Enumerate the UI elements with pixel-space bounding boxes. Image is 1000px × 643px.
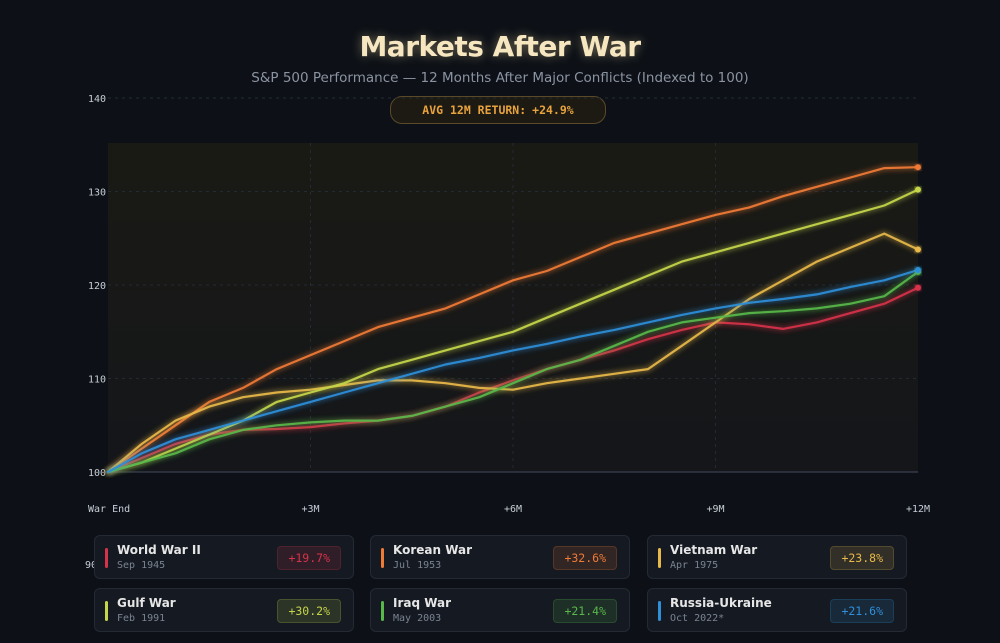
legend-color-swatch	[105, 548, 108, 568]
avg-return-value: +24.9%	[532, 103, 574, 117]
avg-return-label: AVG 12M RETURN:	[422, 103, 527, 117]
legend-conflict-date: Oct 2022*	[670, 613, 725, 624]
legend-color-swatch	[381, 601, 384, 621]
legend-conflict-name: Korean War	[393, 543, 473, 557]
x-tick-label-2: +6M	[504, 504, 522, 515]
series-line-korean-war	[106, 166, 920, 474]
legend-conflict-name: Iraq War	[393, 596, 452, 610]
legend-conflict-name: Gulf War	[117, 596, 176, 610]
series-end-point-russia-ukraine	[915, 267, 921, 274]
legend-conflict-date: Jul 1953	[393, 560, 442, 571]
legend-card-world-war-ii: World War II Sep 1945 +19.7%	[94, 535, 354, 579]
x-tick-label-4: +12M	[906, 504, 930, 515]
series-end-point-korean-war	[915, 164, 921, 171]
y-tick-label-140: 140	[88, 94, 106, 105]
legend-conflict-date: Sep 1945	[117, 560, 166, 571]
y-tick-label-110: 110	[88, 375, 106, 386]
series-line-vietnam-war	[106, 232, 920, 474]
legend-return-value: +19.7%	[277, 546, 341, 570]
series-end-point-vietnam-war	[915, 246, 921, 253]
chart-title: Markets After War	[359, 30, 641, 63]
legend-conflict-name: World War II	[117, 543, 201, 557]
legend-card-vietnam-war: Vietnam War Apr 1975 +23.8%	[647, 535, 907, 579]
x-tick-label-0: War End	[88, 504, 130, 515]
legend-card-iraq-war: Iraq War May 2003 +21.4%	[370, 588, 630, 632]
legend-card-gulf-war: Gulf War Feb 1991 +30.2%	[94, 588, 354, 632]
legend-color-swatch	[658, 548, 661, 568]
y-tick-label-130: 130	[88, 188, 106, 199]
legend-color-swatch	[381, 548, 384, 568]
series-line-iraq-war	[106, 270, 920, 474]
chart-subtitle: S&P 500 Performance — 12 Months After Ma…	[251, 70, 749, 86]
avg-return-badge: AVG 12M RETURN: +24.9%	[390, 96, 606, 124]
legend-conflict-name: Vietnam War	[670, 543, 758, 557]
series-line-russia-ukraine	[106, 268, 920, 474]
legend-conflict-date: May 2003	[393, 613, 442, 624]
y-tick-label-120: 120	[88, 281, 106, 292]
series-end-point-gulf-war	[915, 186, 921, 193]
series-end-point-world-war-ii	[915, 284, 921, 291]
legend-color-swatch	[105, 601, 108, 621]
legend-conflict-date: Feb 1991	[117, 613, 166, 624]
legend-card-korean-war: Korean War Jul 1953 +32.6%	[370, 535, 630, 579]
legend-return-value: +30.2%	[277, 599, 341, 623]
legend-conflict-name: Russia-Ukraine	[670, 596, 772, 610]
legend-return-value: +21.4%	[553, 599, 617, 623]
legend-return-value: +21.6%	[830, 599, 894, 623]
y-tick-label-100: 100	[88, 468, 106, 479]
legend-card-russia-ukraine: Russia-Ukraine Oct 2022* +21.6%	[647, 588, 907, 632]
x-tick-label-1: +3M	[301, 504, 319, 515]
y-tick-label-90: 90	[85, 560, 98, 571]
x-tick-label-3: +9M	[706, 504, 724, 515]
legend-conflict-date: Apr 1975	[670, 560, 719, 571]
legend-return-value: +32.6%	[553, 546, 617, 570]
legend-return-value: +23.8%	[830, 546, 894, 570]
legend-color-swatch	[658, 601, 661, 621]
